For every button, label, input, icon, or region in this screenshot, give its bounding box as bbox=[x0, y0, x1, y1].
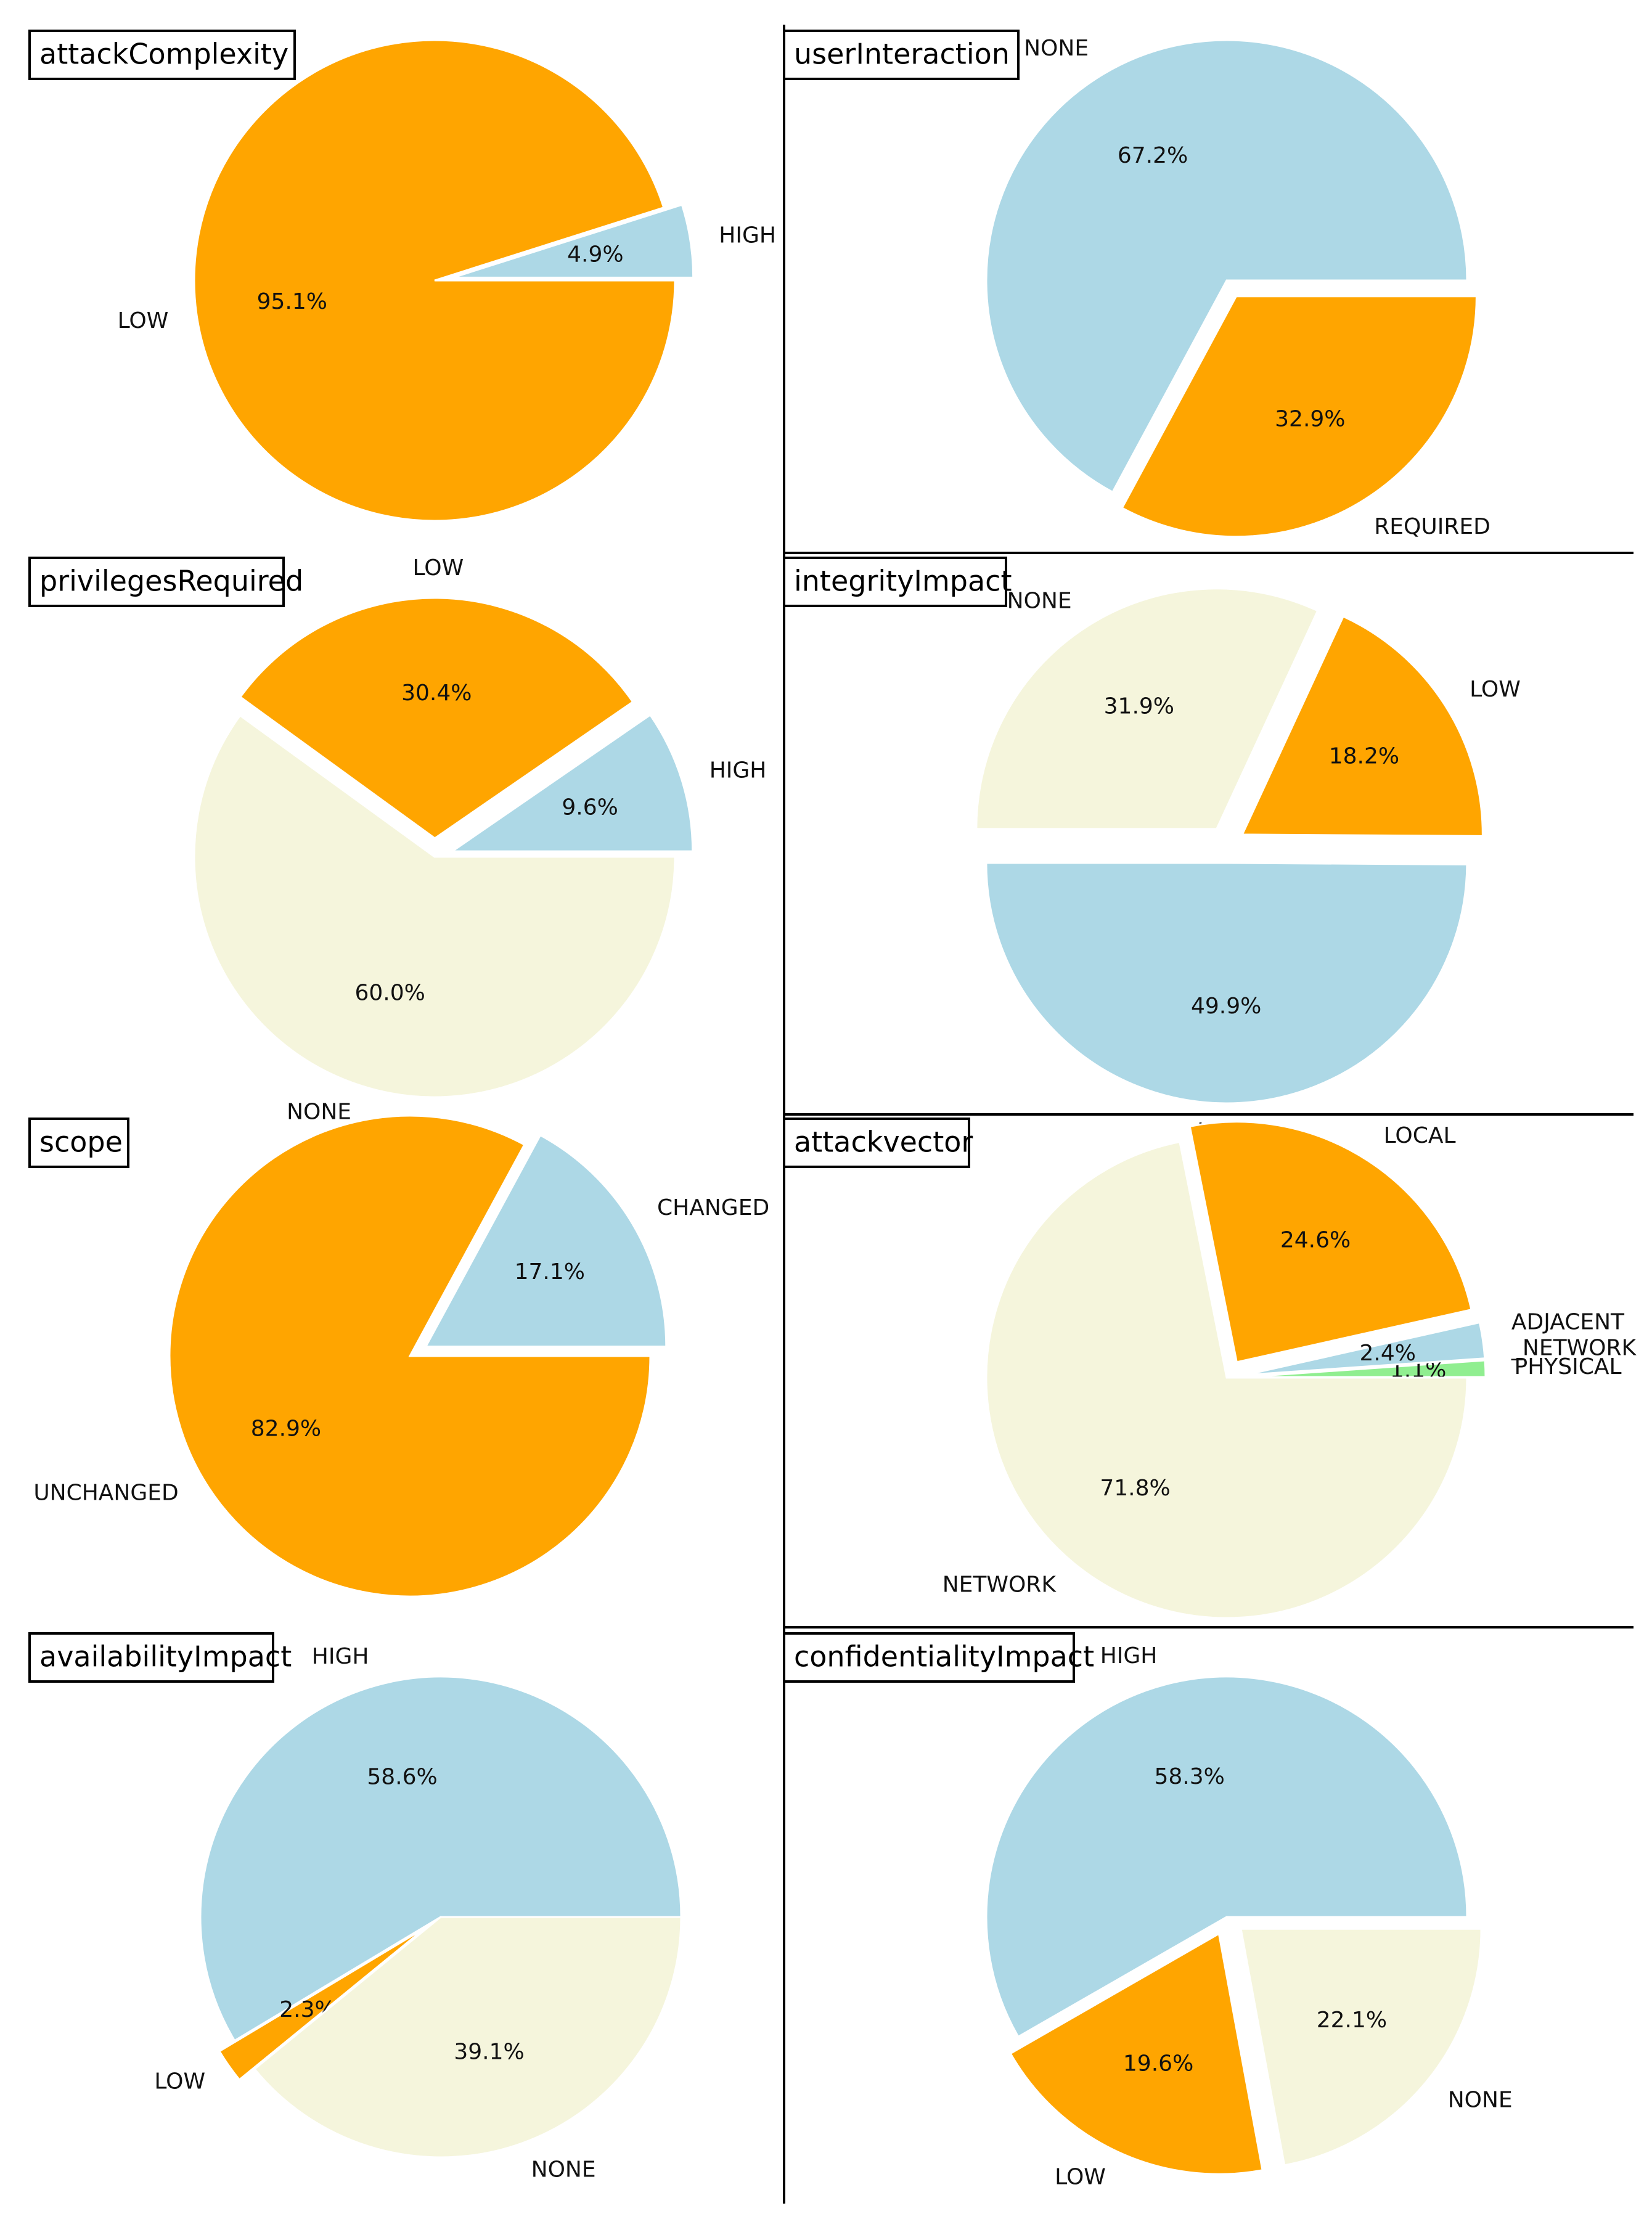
percent-label-none: 22.1% bbox=[1317, 2008, 1387, 2033]
category-label-high: HIGH bbox=[709, 758, 767, 783]
chart-title-box bbox=[28, 1632, 274, 1683]
pie-chart-availabilityImpact: 58.6%HIGH2.3%LOW39.1%NONEavailabilityImp… bbox=[28, 1632, 682, 2182]
percent-label-high: 58.6% bbox=[367, 1764, 437, 1789]
slice-high bbox=[199, 1675, 682, 2042]
chart-title: attackvector bbox=[794, 1126, 973, 1159]
chart-title-box bbox=[28, 30, 296, 80]
category-label-none: NONE bbox=[1448, 2088, 1513, 2113]
slice-none bbox=[193, 714, 676, 1098]
pie-chart-attackComplexity: 4.9% HIGH 95.1% LOW attackComplexity bbox=[28, 30, 776, 522]
percent-label-high: 9.6% bbox=[562, 795, 618, 820]
chart-title: confidentialityImpact bbox=[794, 1640, 1094, 1673]
chart-title: scope bbox=[39, 1126, 123, 1159]
percent-label-local: 24.6% bbox=[1280, 1228, 1351, 1253]
category-label-network: NETWORK bbox=[943, 1572, 1057, 1598]
percent-label-required: 32.9% bbox=[1275, 407, 1345, 432]
slice-required bbox=[1121, 295, 1478, 538]
category-label-low: LOW bbox=[413, 555, 464, 581]
category-label-none: NONE bbox=[531, 2157, 596, 2182]
percent-label-high: 49.9% bbox=[1191, 994, 1261, 1019]
category-label-none: NONE bbox=[287, 1099, 351, 1124]
percent-label-none: 39.1% bbox=[454, 2039, 524, 2064]
percent-label-low: 95.1% bbox=[257, 289, 327, 314]
slice-physical bbox=[1245, 1359, 1487, 1378]
pie-chart-integrityImpact: 49.9%HIGH18.2%LOW31.9%NONEintegrityImpac… bbox=[783, 557, 1521, 1144]
slice-none bbox=[253, 1916, 682, 2159]
category-label-high: HIGH bbox=[719, 223, 776, 248]
category-label-local: LOCAL bbox=[1384, 1123, 1456, 1148]
category-label-changed: CHANGED bbox=[657, 1195, 769, 1220]
slice-low bbox=[1009, 1932, 1264, 2175]
chart-title-box bbox=[783, 30, 1020, 80]
slice-local bbox=[1188, 1121, 1473, 1363]
category-label-low: LOW bbox=[1055, 2165, 1106, 2190]
percent-label-none: 60.0% bbox=[355, 981, 425, 1006]
category-label-low: LOW bbox=[1470, 677, 1521, 702]
category-label-required: REQUIRED bbox=[1374, 514, 1490, 539]
slice-none bbox=[985, 39, 1468, 494]
percent-label-low: 19.6% bbox=[1123, 2051, 1193, 2077]
pie-chart-userInteraction: 67.2% NONE 32.9% REQUIRED userInteraction bbox=[783, 30, 1490, 539]
slice-changed bbox=[424, 1134, 668, 1348]
chart-title-box bbox=[783, 1632, 1075, 1683]
percent-label-none: 67.2% bbox=[1118, 143, 1188, 168]
chart-title-box bbox=[783, 557, 1007, 607]
slice-unchanged bbox=[168, 1114, 652, 1598]
percent-label-network: 71.8% bbox=[1100, 1476, 1170, 1501]
chart-title: userInteraction bbox=[794, 38, 1010, 71]
category-label-none: NONE bbox=[1007, 589, 1072, 614]
percent-label-high: 58.3% bbox=[1154, 1764, 1224, 1789]
category-label-physical: PHYSICAL bbox=[1515, 1354, 1622, 1379]
category-label-unchanged: UNCHANGED bbox=[33, 1481, 178, 1506]
chart-title: attackComplexity bbox=[39, 38, 288, 71]
slice-none bbox=[1240, 1927, 1482, 2167]
category-label-low: LOW bbox=[118, 308, 169, 333]
percent-label-none: 31.9% bbox=[1104, 694, 1174, 719]
slice-low bbox=[1240, 615, 1484, 837]
category-label-low: LOW bbox=[154, 2069, 205, 2094]
chart-title-box bbox=[783, 1118, 970, 1168]
slice-none bbox=[975, 587, 1319, 830]
pie-chart-scope: 17.1% CHANGED 82.9% UNCHANGED scope bbox=[28, 1114, 769, 1598]
slice-network bbox=[985, 1140, 1468, 1619]
percent-label-low: 18.2% bbox=[1329, 744, 1399, 769]
slice-low bbox=[239, 597, 634, 840]
percent-label-changed: 17.1% bbox=[515, 1259, 585, 1285]
percent-label-adjacentnetwork: 2.4% bbox=[1360, 1341, 1416, 1366]
slice-high bbox=[985, 1675, 1468, 2038]
chart-title-box bbox=[28, 557, 285, 607]
slice-low bbox=[218, 1926, 427, 2082]
percent-label-high: 4.9% bbox=[567, 242, 623, 268]
chart-title: integrityImpact bbox=[794, 565, 1012, 598]
slice-high bbox=[452, 203, 695, 279]
slice-high bbox=[985, 862, 1468, 1105]
chart-title-box bbox=[28, 1118, 129, 1168]
category-label-high: HIGH bbox=[312, 1644, 369, 1669]
slice-adjacentnetwork bbox=[1245, 1321, 1486, 1376]
pie-chart-confidentialityImpact: 58.3% HIGH 19.6% LOW 22.1% NONE confidentialit… bbox=[783, 1632, 1513, 2190]
slice-low bbox=[193, 39, 676, 522]
category-label-high: HIGH bbox=[1100, 1643, 1158, 1669]
percent-label-unchanged: 82.9% bbox=[251, 1416, 321, 1442]
chart-title: privilegesRequired bbox=[39, 565, 303, 598]
chart-title: availabilityImpact bbox=[39, 1640, 292, 1673]
slice-high bbox=[449, 713, 694, 852]
percent-label-low: 30.4% bbox=[401, 680, 472, 706]
category-label-adjacentnetwork: ADJACENT _NETWORK bbox=[1511, 1310, 1637, 1361]
pie-chart-privilegesRequired: 9.6% HIGH 30.4% LOW 60.0% NONE privilegesRequi… bbox=[28, 555, 767, 1124]
category-label-none: NONE bbox=[1024, 36, 1089, 61]
